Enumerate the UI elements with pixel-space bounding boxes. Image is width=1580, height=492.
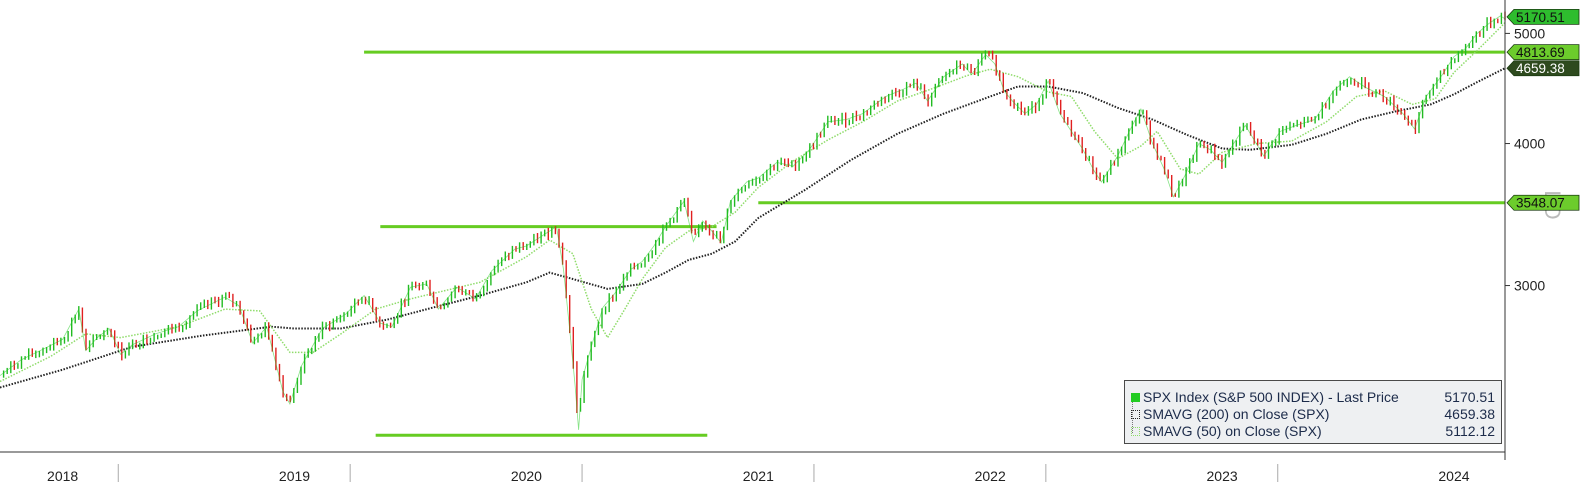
legend-label-spx: SPX Index (S&P 500 INDEX) - Last Price (1143, 389, 1399, 405)
legend: SPX Index (S&P 500 INDEX) - Last Price 5… (1124, 380, 1502, 444)
price-tag-label: 4813.69 (1516, 45, 1565, 60)
x-tick-label: 2023 (1207, 468, 1238, 484)
x-tick-label: 2018 (47, 468, 78, 484)
x-tick-label: 2022 (975, 468, 1006, 484)
x-tick-label: 2024 (1438, 468, 1469, 484)
support-resistance-lines (364, 50, 1505, 437)
x-tick-label: 2020 (511, 468, 542, 484)
price-tag (1506, 60, 1580, 77)
price-tag (1506, 44, 1580, 61)
legend-label-sma50: SMAVG (50) on Close (SPX) (1143, 423, 1322, 439)
legend-swatch-sma50 (1131, 427, 1140, 436)
sma200-line (0, 67, 1506, 389)
axes-group: 3000 4000 5000 2018 2019 2020 2021 2022 2023 2024… (0, 0, 1565, 484)
price-tag-label: 5170.51 (1516, 10, 1565, 25)
price-series (0, 11, 1506, 430)
y-tick-label: 3000 (1514, 278, 1545, 294)
price-tag-label: 3548.07 (1516, 196, 1565, 211)
x-tick-label: 2019 (279, 468, 310, 484)
legend-item-sma50: SMAVG (50) on Close (SPX) 5112.12 (1131, 423, 1495, 440)
legend-tree-line (1132, 395, 1134, 433)
legend-value-sma200: 4659.38 (1444, 406, 1495, 422)
legend-label-sma200: SMAVG (200) on Close (SPX) (1143, 406, 1330, 422)
legend-item-spx: SPX Index (S&P 500 INDEX) - Last Price 5… (1131, 389, 1495, 406)
x-tick-label: 2021 (743, 468, 774, 484)
price-tag (1506, 194, 1580, 211)
legend-item-sma200: SMAVG (200) on Close (SPX) 4659.38 (1131, 406, 1495, 423)
price-line (0, 15, 1506, 430)
legend-swatch-spx (1131, 393, 1140, 402)
legend-value-sma50: 5112.12 (1445, 423, 1495, 439)
price-tag-label: 4659.38 (1516, 61, 1565, 76)
series-group (0, 11, 1506, 430)
y-tick-label: 4000 (1514, 136, 1545, 152)
price-tag (1506, 8, 1580, 25)
legend-swatch-sma200 (1131, 410, 1140, 419)
y-tick-label: 5000 (1514, 25, 1545, 41)
legend-value-spx: 5170.51 (1444, 389, 1495, 405)
sma50-line (0, 22, 1506, 383)
